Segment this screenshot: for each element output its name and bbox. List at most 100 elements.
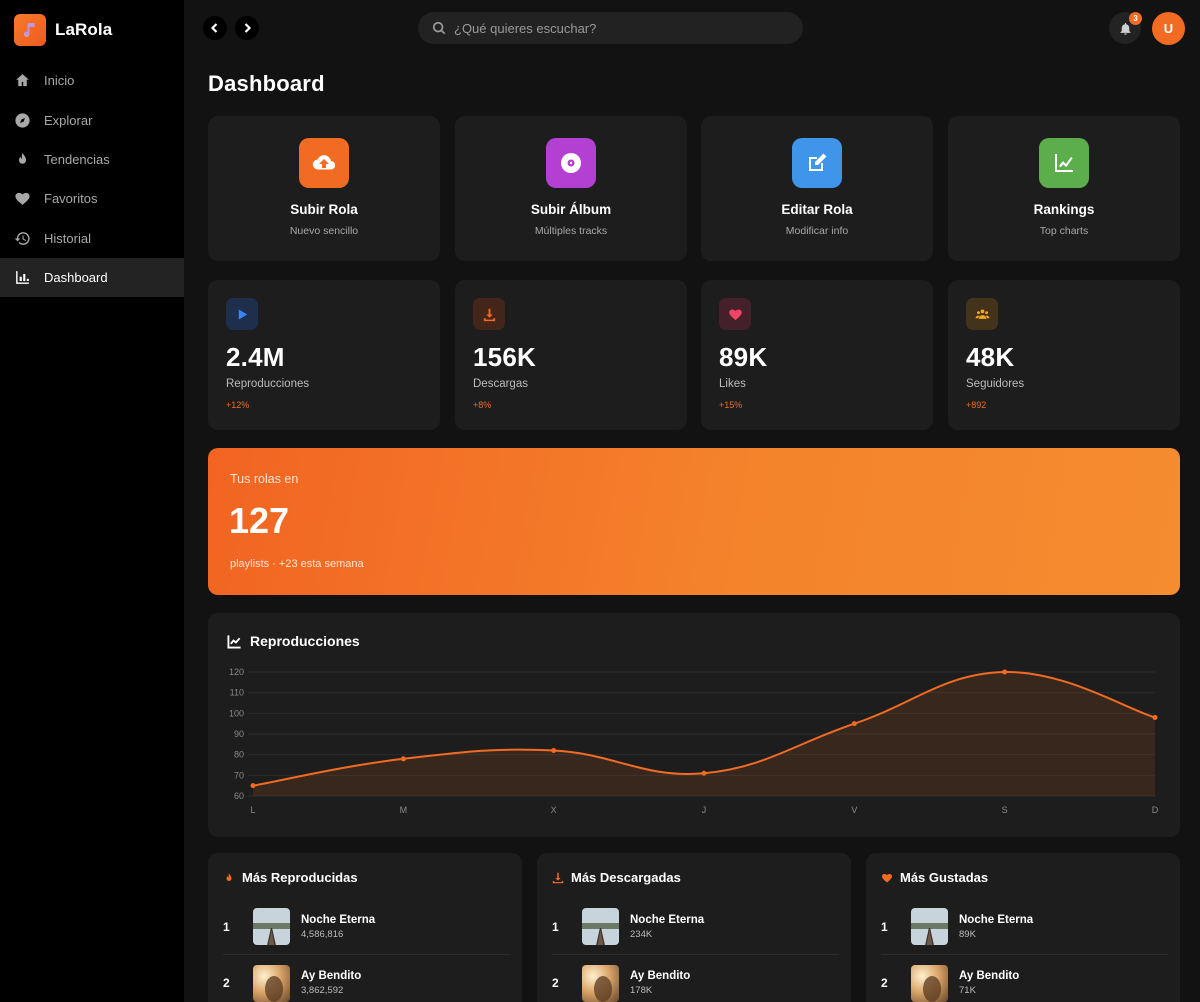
fire-icon: [226, 872, 232, 881]
brand[interactable]: LaRola: [14, 14, 112, 46]
stat-delta: +15%: [719, 400, 743, 410]
list-item[interactable]: 2 Ay Bendito 71K: [881, 955, 1168, 1002]
download-icon: [473, 298, 505, 330]
plays-chart-card: 60 70 80 90 100 110 120 L M X J V S D Reproducciones: [208, 613, 1180, 837]
song-info: Noche Eterna 234K: [630, 914, 704, 940]
rankings-card[interactable]: Rankings Top charts: [948, 116, 1180, 261]
home-icon: [16, 74, 29, 87]
x-tick-label: M: [400, 805, 408, 815]
x-tick-label: J: [702, 805, 707, 815]
chevron-right-icon: [244, 23, 252, 33]
list-item[interactable]: 2 Ay Bendito 3,862,592: [223, 955, 510, 1002]
y-tick-label: 60: [234, 791, 244, 801]
search-bar[interactable]: [418, 12, 803, 44]
sidebar-item-label: Historial: [44, 230, 91, 246]
action-title: Rankings: [1033, 202, 1095, 217]
action-subtitle: Modificar info: [785, 225, 849, 237]
stat-label: Descargas: [473, 378, 528, 390]
list-item[interactable]: 1 Noche Eterna 89K: [881, 899, 1168, 955]
rank-number: 2: [223, 976, 230, 990]
notification-badge: 3: [1129, 12, 1142, 25]
data-point: [1002, 669, 1008, 675]
list-title: Más Descargadas: [552, 870, 681, 885]
x-tick-label: L: [250, 805, 255, 815]
stat-value: 156K: [473, 342, 536, 372]
edit-icon: [792, 138, 842, 188]
sidebar-item-explorar[interactable]: Explorar: [0, 100, 184, 139]
sidebar-item-label: Tendencias: [44, 151, 110, 167]
song-info: Ay Bendito 3,862,592: [301, 970, 361, 996]
song-name: Ay Bendito: [630, 970, 691, 982]
y-tick-label: 70: [234, 770, 244, 780]
most-played-card: Más Reproducidas 1 Noche Eterna 4,586,81…: [208, 853, 522, 1002]
action-subtitle: Múltiples tracks: [534, 225, 608, 237]
sidebar-item-favoritos[interactable]: Favoritos: [0, 179, 184, 218]
cloud-upload-icon: [299, 138, 349, 188]
stat-delta: +8%: [473, 400, 492, 410]
page-title: Dashboard: [208, 71, 325, 96]
sidebar-item-dashboard[interactable]: Dashboard: [0, 257, 184, 298]
forward-button[interactable]: [235, 16, 259, 40]
most-downloaded-card: Más Descargadas 1 Noche Eterna 234K 2 Ay…: [537, 853, 851, 1002]
song-downloads: 178K: [630, 985, 653, 996]
list-title: Más Gustadas: [881, 870, 988, 885]
data-point: [250, 783, 256, 789]
stat-card-downloads: 156K Descargas +8%: [455, 280, 687, 430]
song-thumbnail: [253, 908, 290, 945]
stat-value: 2.4M: [226, 342, 285, 372]
banner-value: 127: [229, 500, 290, 541]
line-chart-icon: [227, 634, 241, 649]
back-button[interactable]: [203, 16, 227, 40]
x-tick-label: D: [1152, 805, 1159, 815]
song-info: Noche Eterna 4,586,816: [301, 914, 375, 940]
most-liked-card: Más Gustadas 1 Noche Eterna 89K 2 Ay Ben…: [866, 853, 1180, 1002]
song-name: Noche Eterna: [630, 913, 705, 926]
users-icon: [966, 298, 998, 330]
sidebar-item-tendencias[interactable]: Tendencias: [0, 140, 184, 179]
data-point: [551, 748, 557, 754]
search-input[interactable]: [454, 20, 774, 36]
plays-chart: 60 70 80 90 100 110 120 L M X J V S D: [229, 667, 1159, 815]
song-thumbnail: [582, 964, 619, 1002]
action-subtitle: Nuevo sencillo: [289, 225, 359, 237]
edit-song-card[interactable]: Editar Rola Modificar info: [701, 116, 933, 261]
song-name: Ay Bendito: [301, 970, 362, 982]
sidebar-item-label: Explorar: [44, 112, 93, 128]
rank-number: 1: [223, 919, 230, 934]
stat-value: 48K: [966, 342, 1015, 372]
download-icon: [552, 872, 564, 883]
action-title: Subir Rola: [290, 202, 358, 217]
avatar[interactable]: U: [1152, 12, 1185, 45]
line-chart-icon: [1039, 138, 1089, 188]
list-item[interactable]: 1 Noche Eterna 4,586,816: [223, 899, 510, 955]
song-thumbnail: [911, 964, 948, 1002]
bell-icon: [1120, 22, 1130, 35]
sidebar-item-label: Inicio: [44, 73, 75, 89]
play-icon: [226, 298, 258, 330]
list-title-label: Más Reproducidas: [242, 870, 358, 885]
action-title: Subir Álbum: [530, 202, 612, 217]
list-item[interactable]: 1 Noche Eterna 234K: [552, 899, 839, 955]
data-point: [851, 721, 857, 727]
upload-album-card[interactable]: Subir Álbum Múltiples tracks: [455, 116, 687, 261]
list-title-label: Más Descargadas: [571, 870, 681, 885]
disc-icon: [546, 138, 596, 188]
banner-kicker: Tus rolas en: [230, 472, 299, 486]
list-item[interactable]: 2 Ay Bendito 178K: [552, 955, 839, 1002]
compass-icon: [15, 112, 30, 128]
song-name: Ay Bendito: [959, 970, 1020, 982]
stat-card-followers: 48K Seguidores +892: [948, 280, 1180, 430]
heart-icon: [15, 193, 30, 206]
action-subtitle: Top charts: [1039, 225, 1089, 237]
upload-song-card[interactable]: Subir Rola Nuevo sencillo: [208, 116, 440, 261]
rank-number: 2: [881, 976, 888, 990]
chart-title-label: Reproducciones: [250, 633, 360, 649]
song-info: Noche Eterna 89K: [959, 914, 1033, 940]
y-tick-label: 120: [229, 667, 244, 677]
sidebar-item-inicio[interactable]: Inicio: [0, 61, 184, 100]
stat-delta: +12%: [226, 400, 250, 410]
song-thumbnail: [911, 908, 948, 945]
sidebar-item-historial[interactable]: Historial: [0, 219, 184, 258]
rank-number: 2: [552, 976, 559, 990]
song-thumbnail: [582, 908, 619, 945]
